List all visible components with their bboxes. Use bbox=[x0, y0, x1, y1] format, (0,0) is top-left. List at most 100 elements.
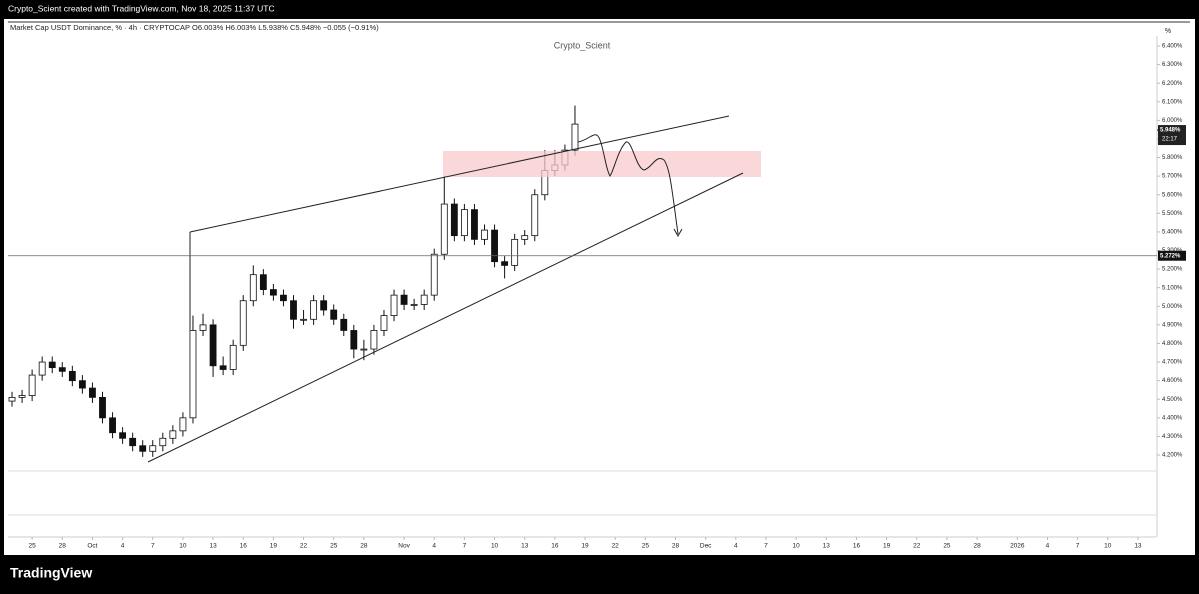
y-tick-label: 4.400% bbox=[1162, 415, 1183, 421]
y-tick-label: 4.500% bbox=[1162, 397, 1183, 403]
y-tick-label: 5.600% bbox=[1162, 192, 1183, 198]
x-tick-label: 19 bbox=[883, 543, 891, 550]
x-tick-label: 10 bbox=[491, 543, 499, 550]
candle-body bbox=[330, 309, 338, 320]
candle-body bbox=[310, 300, 318, 320]
footer-logo: TradingView bbox=[10, 565, 92, 581]
header-text: Crypto_Scient created with TradingView.c… bbox=[8, 3, 275, 13]
y-tick-label: 4.600% bbox=[1162, 378, 1183, 384]
lower-trendline bbox=[147, 172, 744, 463]
x-tick-label: 28 bbox=[360, 543, 368, 550]
resistance-zone bbox=[443, 151, 761, 177]
x-tick-label: 25 bbox=[29, 543, 37, 550]
x-tick-label: 19 bbox=[581, 543, 589, 550]
x-tick-label: 4 bbox=[734, 543, 738, 550]
x-tick-label: 28 bbox=[672, 543, 680, 550]
candle-body bbox=[99, 396, 106, 419]
candle-body bbox=[571, 123, 579, 151]
candle-body bbox=[460, 209, 468, 237]
candle-body bbox=[259, 274, 267, 290]
x-tick-label: 4 bbox=[1046, 543, 1050, 550]
y-tick-label: 4.800% bbox=[1162, 341, 1183, 347]
drawings bbox=[147, 115, 761, 463]
candle-body bbox=[129, 437, 137, 447]
x-tick-label: 22 bbox=[612, 543, 620, 550]
candle-body bbox=[350, 330, 358, 350]
x-tick-label: 16 bbox=[551, 543, 559, 550]
candle-body bbox=[28, 374, 36, 396]
candle-body bbox=[491, 229, 498, 263]
candle-body bbox=[179, 417, 187, 432]
candle-body bbox=[18, 395, 26, 398]
candle-body bbox=[471, 209, 478, 240]
x-tick-label: 22 bbox=[300, 543, 308, 550]
candle-body bbox=[370, 330, 378, 350]
candle-body bbox=[68, 370, 76, 382]
legend: Market Cap USDT Dominance, % · 4h · CRYP… bbox=[10, 23, 379, 32]
x-tick-label: 13 bbox=[1134, 543, 1142, 550]
candle-body bbox=[239, 300, 247, 346]
chart-area bbox=[4, 19, 1195, 555]
candle-body bbox=[440, 203, 448, 255]
y-tick-label: 4.700% bbox=[1162, 360, 1183, 366]
x-tick-label: 28 bbox=[973, 543, 981, 550]
candle-body bbox=[58, 367, 66, 372]
x-tick-label: 7 bbox=[1076, 543, 1080, 550]
x-tick-label: Nov bbox=[398, 543, 410, 550]
candle-body bbox=[410, 304, 418, 306]
x-tick-label: 4 bbox=[432, 543, 436, 550]
x-tick-label: 25 bbox=[943, 543, 951, 550]
candle-body bbox=[159, 437, 167, 447]
candle-body bbox=[139, 445, 147, 452]
y-tick-label: 5.500% bbox=[1162, 211, 1183, 217]
x-tick-label: 25 bbox=[330, 543, 338, 550]
y-tick-label: 6.000% bbox=[1162, 118, 1183, 124]
candle-body bbox=[169, 430, 177, 439]
candle-body bbox=[78, 380, 86, 389]
candle-body bbox=[320, 300, 328, 311]
y-tick-label: 6.100% bbox=[1162, 99, 1183, 105]
last-price-box bbox=[1158, 125, 1186, 146]
candle-body bbox=[109, 417, 116, 434]
y-tick-label: 5.700% bbox=[1162, 174, 1183, 180]
x-tick-label: 2026 bbox=[1010, 543, 1025, 550]
candle-body bbox=[119, 432, 127, 439]
candle-body bbox=[430, 253, 438, 296]
watermark: Crypto_Scient bbox=[554, 40, 611, 50]
x-tick-label: 16 bbox=[853, 543, 861, 550]
x-tick-label: 4 bbox=[121, 543, 125, 550]
candle-body bbox=[199, 324, 207, 331]
price-label: 5.272% bbox=[1160, 253, 1181, 259]
candle-body bbox=[360, 348, 368, 351]
x-tick-label: 19 bbox=[270, 543, 278, 550]
candle-body bbox=[380, 315, 388, 331]
x-tick-label: Oct bbox=[87, 543, 97, 550]
candle-body bbox=[89, 387, 96, 398]
x-tick-label: 10 bbox=[793, 543, 801, 550]
x-tick-label: 7 bbox=[463, 543, 467, 550]
x-tick-label: 22 bbox=[913, 543, 921, 550]
x-tick-label: 25 bbox=[642, 543, 650, 550]
y-tick-label: 5.100% bbox=[1162, 285, 1183, 291]
candle-body bbox=[149, 445, 157, 452]
candle-body bbox=[209, 324, 217, 367]
candle-body bbox=[531, 194, 539, 237]
x-tick-label: 10 bbox=[1104, 543, 1112, 550]
candle-body bbox=[249, 274, 257, 302]
candle-body bbox=[48, 361, 56, 369]
y-tick-label: 5.000% bbox=[1162, 304, 1183, 310]
axis-unit: % bbox=[1165, 28, 1171, 35]
projection-path bbox=[577, 134, 679, 235]
x-tick-label: 13 bbox=[521, 543, 529, 550]
y-tick-label: 6.400% bbox=[1162, 44, 1183, 50]
candle-body bbox=[450, 203, 458, 237]
x-tick-label: 7 bbox=[764, 543, 768, 550]
x-tick-label: 7 bbox=[151, 543, 155, 550]
candle-body bbox=[189, 330, 197, 419]
candle-body bbox=[300, 318, 307, 321]
marks bbox=[8, 105, 579, 457]
y-tick-label: 4.300% bbox=[1162, 434, 1183, 440]
projection-arrow bbox=[673, 228, 683, 238]
countdown: 22:17 bbox=[1162, 137, 1178, 143]
